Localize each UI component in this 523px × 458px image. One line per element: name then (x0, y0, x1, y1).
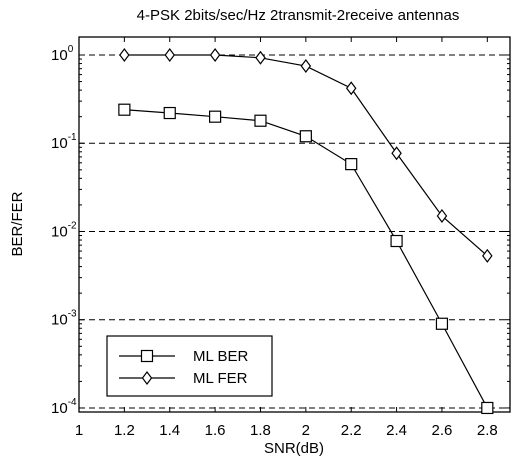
x-tick-label: 2.2 (341, 422, 362, 439)
x-tick-label: 1.2 (114, 422, 135, 439)
square-marker (345, 158, 358, 171)
legend-box (106, 335, 273, 397)
x-axis-label: SNR(dB) (264, 440, 324, 457)
y-axis-label: BER/FER (9, 191, 26, 256)
legend-entries: ML BER ML FER (119, 348, 248, 387)
legend-square-marker (140, 349, 154, 363)
diamond-marker (391, 146, 402, 161)
x-tick-label: 2.8 (477, 422, 498, 439)
chart-title: 4-PSK 2bits/sec/Hz 2transmit-2receive an… (137, 7, 460, 24)
square-marker (163, 106, 176, 120)
axis-ticks: 100 10-1 10-2 10-3 10-4 1 1.2 1.4 1.6 1.8 2 2.2 2.4 2… (51, 37, 510, 439)
y-tick-label: 10-2 (51, 220, 77, 240)
square-marker (481, 401, 494, 415)
y-tick-label: 10-4 (51, 397, 77, 417)
x-tick-label: 1.6 (205, 422, 226, 439)
diamond-marker (300, 59, 312, 74)
legend-label: ML BER (193, 348, 248, 365)
square-marker (118, 103, 131, 116)
diamond-marker (255, 50, 266, 65)
diamond-marker (119, 48, 130, 63)
diamond-marker (164, 48, 175, 63)
legend: ML BER ML FER (106, 335, 273, 397)
y-tick-label: 10-3 (51, 309, 77, 329)
x-tick-label: 1.4 (159, 422, 180, 439)
y-tick-label: 10-1 (51, 132, 77, 152)
diamond-marker (209, 48, 221, 63)
y-tick-label: 100 (51, 44, 74, 64)
legend-label: ML FER (193, 370, 248, 387)
x-tick-label: 1 (75, 422, 83, 439)
diamond-marker (482, 248, 493, 263)
square-marker (299, 130, 312, 143)
x-tick-label: 1.8 (250, 422, 271, 439)
square-marker (390, 234, 403, 248)
diamond-marker (345, 81, 357, 96)
series-square (118, 103, 494, 415)
x-tick-label: 2.4 (386, 422, 407, 439)
legend-diamond-marker (141, 371, 153, 385)
plot-series (118, 48, 494, 415)
series-diamond (119, 48, 493, 263)
series-line (124, 54, 488, 257)
x-tick-label: 2.6 (432, 422, 453, 439)
square-marker (254, 114, 267, 127)
x-tick-label: 2 (302, 422, 310, 439)
plot-frame (78, 36, 511, 413)
diamond-marker (436, 208, 448, 223)
square-marker (435, 317, 449, 330)
square-marker (209, 110, 222, 123)
